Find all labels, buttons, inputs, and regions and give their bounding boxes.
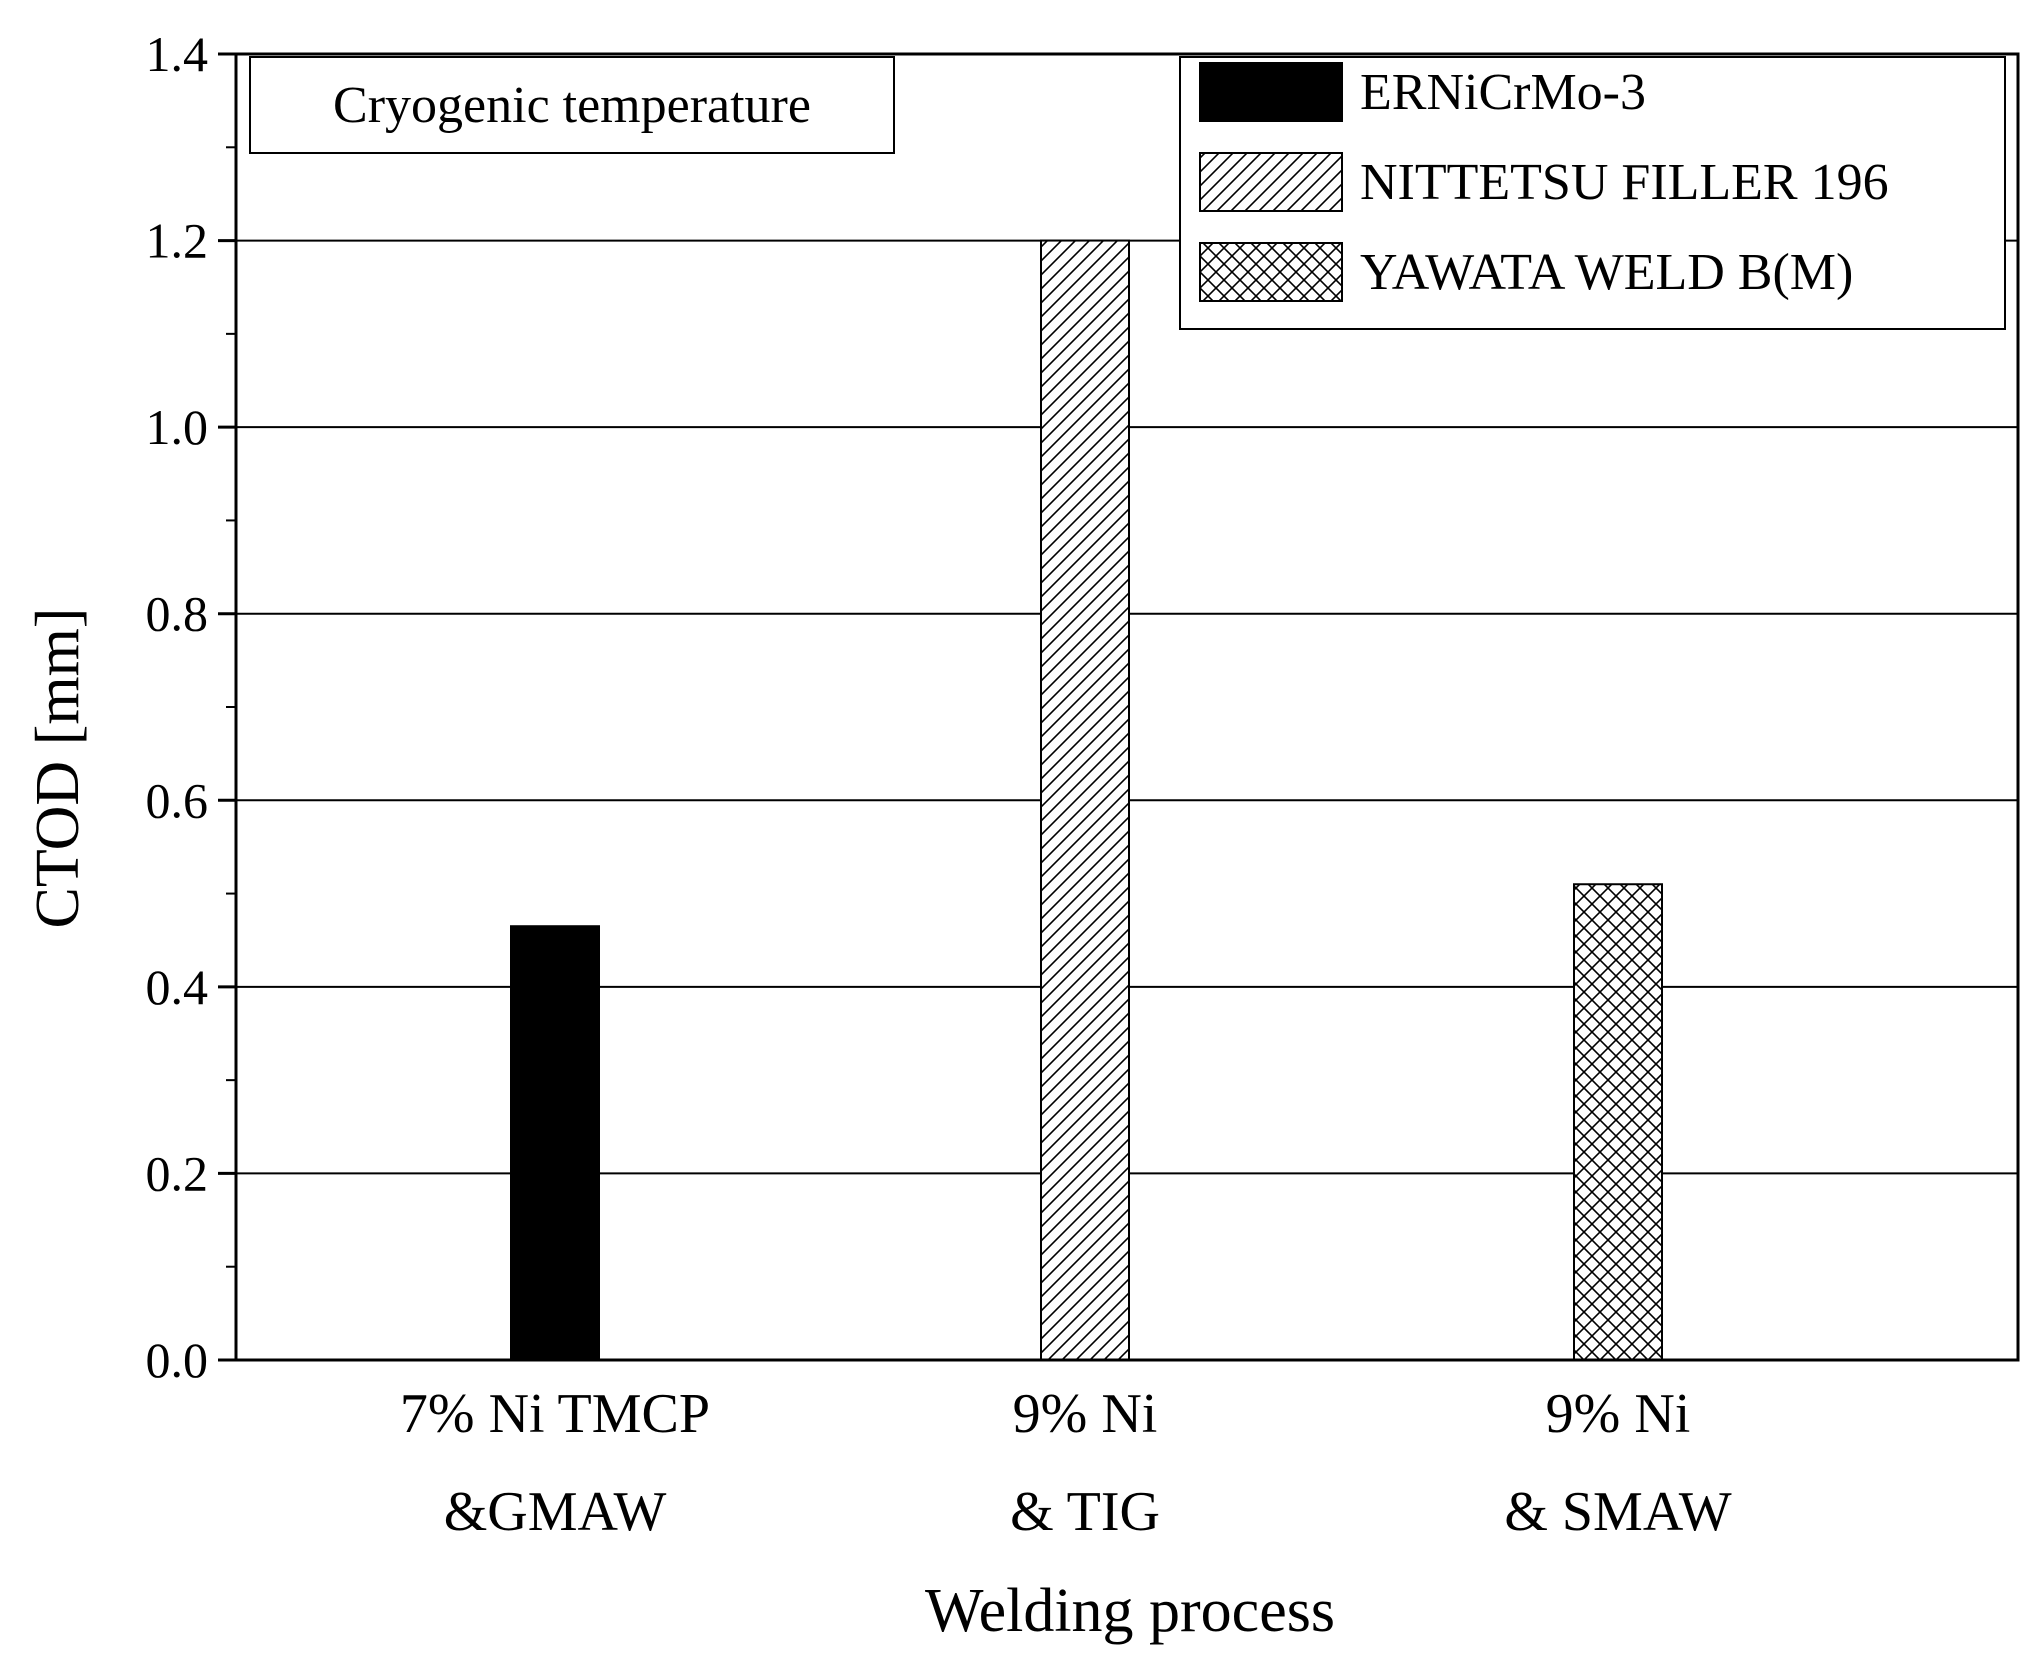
bar-2 [1040, 239, 1130, 1362]
y-tick-label: 0.4 [146, 959, 209, 1015]
x-axis-category-labels: 7% Ni TMCP&GMAW 9% Ni & TIG 9% Ni & SMAW [400, 1383, 1732, 1543]
legend-swatch [1199, 242, 1343, 302]
category-label-line1: 9% Ni [1013, 1383, 1158, 1445]
legend: ERNiCrMo-3 NITTETSU FILLER 196 YAWATA WELD… [1179, 56, 2006, 330]
y-tick-label: 1.4 [146, 26, 209, 82]
legend-label: NITTETSU FILLER 196 [1360, 154, 1889, 211]
category-label-line2: & SMAW [1504, 1481, 1731, 1543]
y-tick-label: 1.0 [146, 399, 209, 455]
bar-3 [1573, 883, 1663, 1361]
y-tick-label: 1.2 [146, 213, 209, 269]
legend-label: ERNiCrMo-3 [1360, 64, 1646, 121]
bars [510, 239, 1663, 1362]
category-label-line2: & TIG [1010, 1481, 1160, 1543]
category-label-line1: 9% Ni [1546, 1383, 1691, 1445]
y-tick-label: 0.2 [146, 1145, 209, 1201]
plot-frame [234, 52, 2020, 1362]
y-axis-tick-labels: 0.0 0.2 0.4 0.6 0.8 1.0 1.2 1.4 [146, 26, 209, 1388]
legend-swatch [1199, 62, 1343, 122]
y-axis-title: CTOD [mm] [24, 608, 92, 929]
y-axis-ticks [218, 52, 236, 1362]
bar-1 [510, 925, 600, 1361]
y-tick-label: 0.0 [146, 1332, 209, 1388]
legend-swatch [1199, 152, 1343, 212]
category-label-line1: 7% Ni TMCP [400, 1383, 710, 1445]
x-axis-title: Welding process [925, 1577, 1335, 1645]
y-tick-label: 0.8 [146, 586, 209, 642]
annotation-text: Cryogenic temperature [333, 77, 811, 134]
category-label-line2: &GMAW [444, 1481, 667, 1543]
annotation-box: Cryogenic temperature [249, 56, 895, 154]
legend-label: YAWATA WELD B(M) [1360, 244, 1853, 301]
y-tick-label: 0.6 [146, 772, 209, 828]
